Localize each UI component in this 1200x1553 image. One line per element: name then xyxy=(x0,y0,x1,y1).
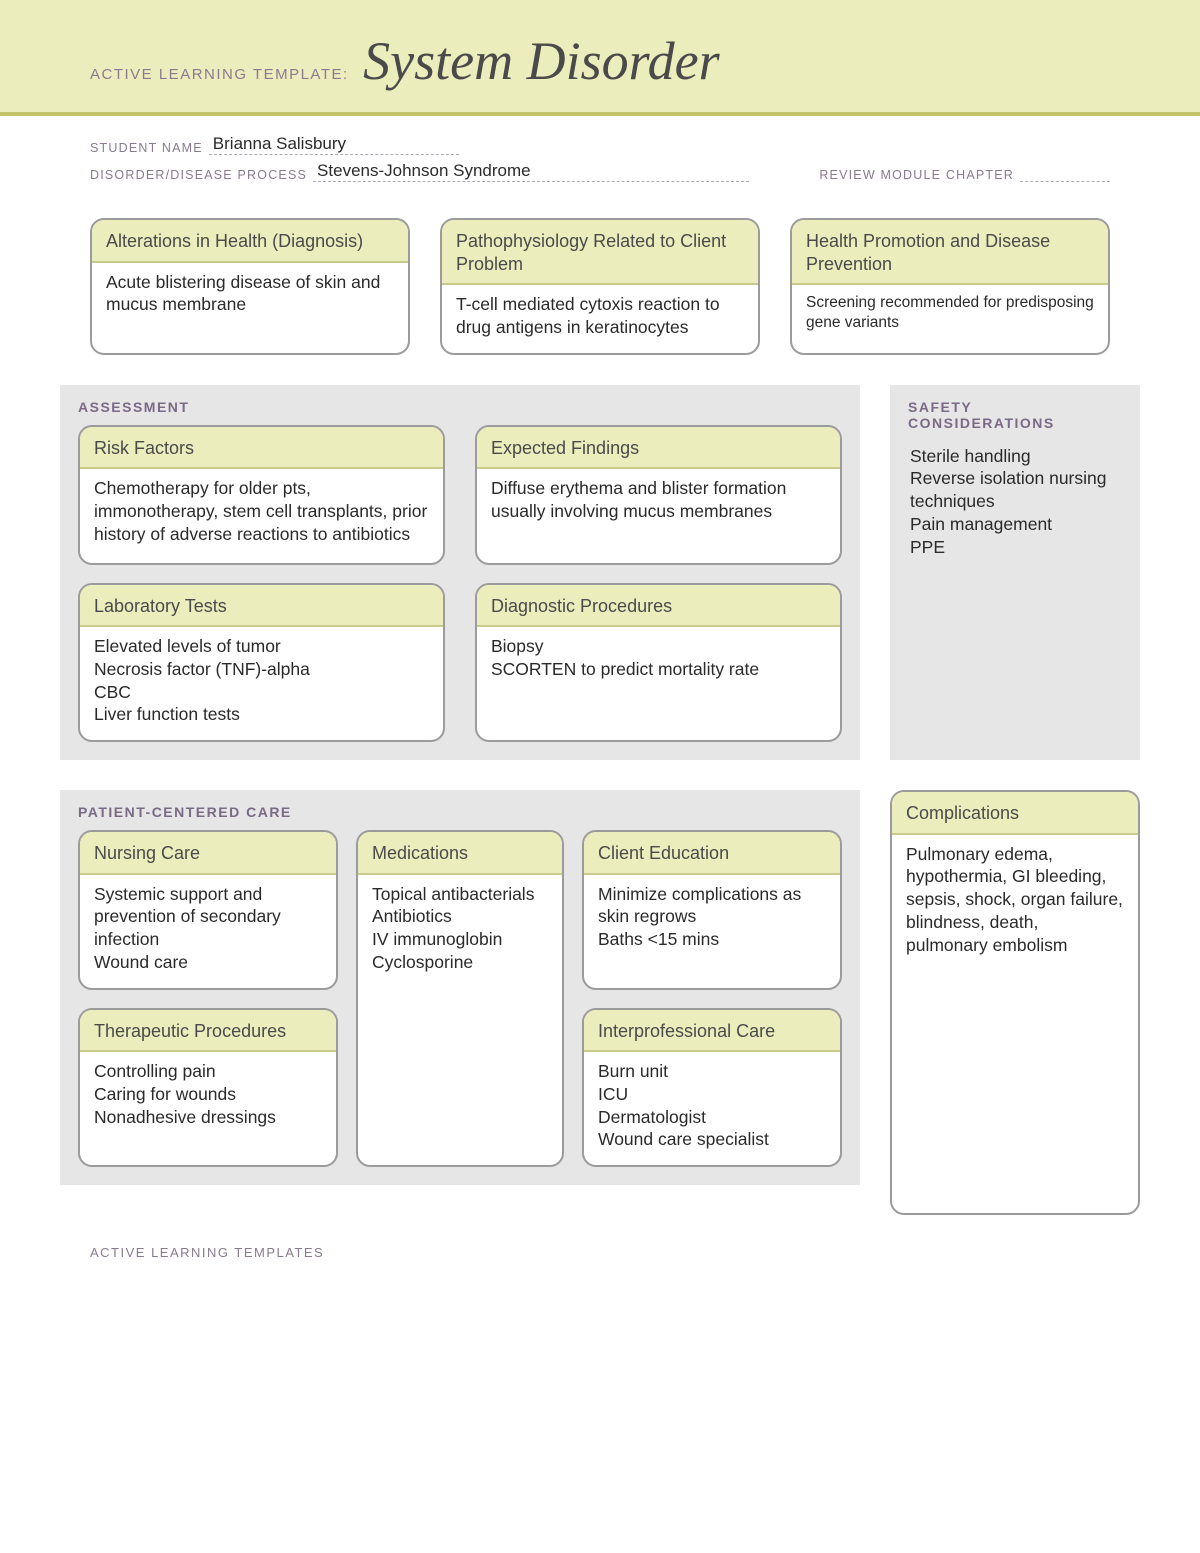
card-complications: Complications Pulmonary edema, hypotherm… xyxy=(890,790,1140,1215)
card-body: Topical antibacterials Antibiotics IV im… xyxy=(358,875,562,988)
assessment-grid: Risk Factors Chemotherapy for older pts,… xyxy=(78,425,842,743)
card-title: Complications xyxy=(892,792,1138,835)
safety-body: Sterile handling Reverse isolation nursi… xyxy=(908,441,1122,563)
card-health-promotion: Health Promotion and Disease Prevention … xyxy=(790,218,1110,355)
pcc-row: PATIENT-CENTERED CARE Nursing Care Syste… xyxy=(60,790,1140,1215)
disease-value: Stevens-Johnson Syndrome xyxy=(313,161,749,182)
safety-section: SAFETY CONSIDERATIONS Sterile handling R… xyxy=(890,385,1140,761)
chapter-value xyxy=(1020,181,1110,182)
content: Alterations in Health (Diagnosis) Acute … xyxy=(0,188,1200,1215)
chapter-label: REVIEW MODULE CHAPTER xyxy=(819,168,1014,182)
card-title: Therapeutic Procedures xyxy=(80,1010,336,1053)
header-prefix: ACTIVE LEARNING TEMPLATE: xyxy=(90,66,349,83)
assessment-section: ASSESSMENT Risk Factors Chemotherapy for… xyxy=(60,385,860,761)
assessment-col: ASSESSMENT Risk Factors Chemotherapy for… xyxy=(60,385,860,791)
card-body: Diffuse erythema and blister formation u… xyxy=(477,469,840,537)
card-title: Nursing Care xyxy=(80,832,336,875)
card-diagnostic-procedures: Diagnostic Procedures Biopsy SCORTEN to … xyxy=(475,583,842,743)
meta-block: STUDENT NAME Brianna Salisbury DISORDER/… xyxy=(0,116,1200,182)
card-body: Chemotherapy for older pts, immonotherap… xyxy=(80,469,443,559)
card-title: Expected Findings xyxy=(477,427,840,470)
card-body: T-cell mediated cytoxis reaction to drug… xyxy=(442,285,758,353)
disease-label: DISORDER/DISEASE PROCESS xyxy=(90,168,307,182)
card-title: Health Promotion and Disease Prevention xyxy=(792,220,1108,285)
pcc-grid: Nursing Care Systemic support and preven… xyxy=(78,830,842,1167)
assessment-row: ASSESSMENT Risk Factors Chemotherapy for… xyxy=(60,385,1140,791)
safety-col: SAFETY CONSIDERATIONS Sterile handling R… xyxy=(890,385,1140,791)
header-band: ACTIVE LEARNING TEMPLATE: System Disorde… xyxy=(0,0,1200,116)
card-body: Screening recommended for predisposing g… xyxy=(792,285,1108,347)
card-alterations: Alterations in Health (Diagnosis) Acute … xyxy=(90,218,410,355)
card-expected-findings: Expected Findings Diffuse erythema and b… xyxy=(475,425,842,565)
card-body: Burn unit ICU Dermatologist Wound care s… xyxy=(584,1052,840,1165)
student-name-label: STUDENT NAME xyxy=(90,141,203,155)
card-risk-factors: Risk Factors Chemotherapy for older pts,… xyxy=(78,425,445,565)
safety-label: SAFETY CONSIDERATIONS xyxy=(908,399,1122,431)
pcc-section: PATIENT-CENTERED CARE Nursing Care Syste… xyxy=(60,790,860,1185)
complications-col: Complications Pulmonary edema, hypotherm… xyxy=(890,790,1140,1215)
card-body: Acute blistering disease of skin and muc… xyxy=(92,263,408,331)
card-body: Elevated levels of tumor Necrosis factor… xyxy=(80,627,443,740)
card-body: Biopsy SCORTEN to predict mortality rate xyxy=(477,627,840,695)
card-pathophysiology: Pathophysiology Related to Client Proble… xyxy=(440,218,760,355)
card-client-education: Client Education Minimize complications … xyxy=(582,830,842,990)
card-title: Medications xyxy=(358,832,562,875)
card-body: Pulmonary edema, hypothermia, GI bleedin… xyxy=(892,835,1138,971)
card-title: Pathophysiology Related to Client Proble… xyxy=(442,220,758,285)
card-laboratory-tests: Laboratory Tests Elevated levels of tumo… xyxy=(78,583,445,743)
card-title: Client Education xyxy=(584,832,840,875)
student-name-value: Brianna Salisbury xyxy=(209,134,459,155)
card-therapeutic-procedures: Therapeutic Procedures Controlling pain … xyxy=(78,1008,338,1168)
footer-text: ACTIVE LEARNING TEMPLATES xyxy=(0,1215,1200,1260)
pcc-col: PATIENT-CENTERED CARE Nursing Care Syste… xyxy=(60,790,860,1215)
pcc-label: PATIENT-CENTERED CARE xyxy=(78,804,842,820)
top-cards-row: Alterations in Health (Diagnosis) Acute … xyxy=(60,218,1140,385)
card-title: Diagnostic Procedures xyxy=(477,585,840,628)
assessment-label: ASSESSMENT xyxy=(78,399,842,415)
header-title: System Disorder xyxy=(363,31,719,91)
card-body: Systemic support and prevention of secon… xyxy=(80,875,336,988)
card-title: Risk Factors xyxy=(80,427,443,470)
card-nursing-care: Nursing Care Systemic support and preven… xyxy=(78,830,338,990)
card-body: Controlling pain Caring for wounds Nonad… xyxy=(80,1052,336,1142)
card-medications: Medications Topical antibacterials Antib… xyxy=(356,830,564,1167)
card-title: Interprofessional Care xyxy=(584,1010,840,1053)
card-body: Minimize complications as skin regrows B… xyxy=(584,875,840,965)
page: ACTIVE LEARNING TEMPLATE: System Disorde… xyxy=(0,0,1200,1300)
card-title: Laboratory Tests xyxy=(80,585,443,628)
card-interprofessional-care: Interprofessional Care Burn unit ICU Der… xyxy=(582,1008,842,1168)
card-title: Alterations in Health (Diagnosis) xyxy=(92,220,408,263)
